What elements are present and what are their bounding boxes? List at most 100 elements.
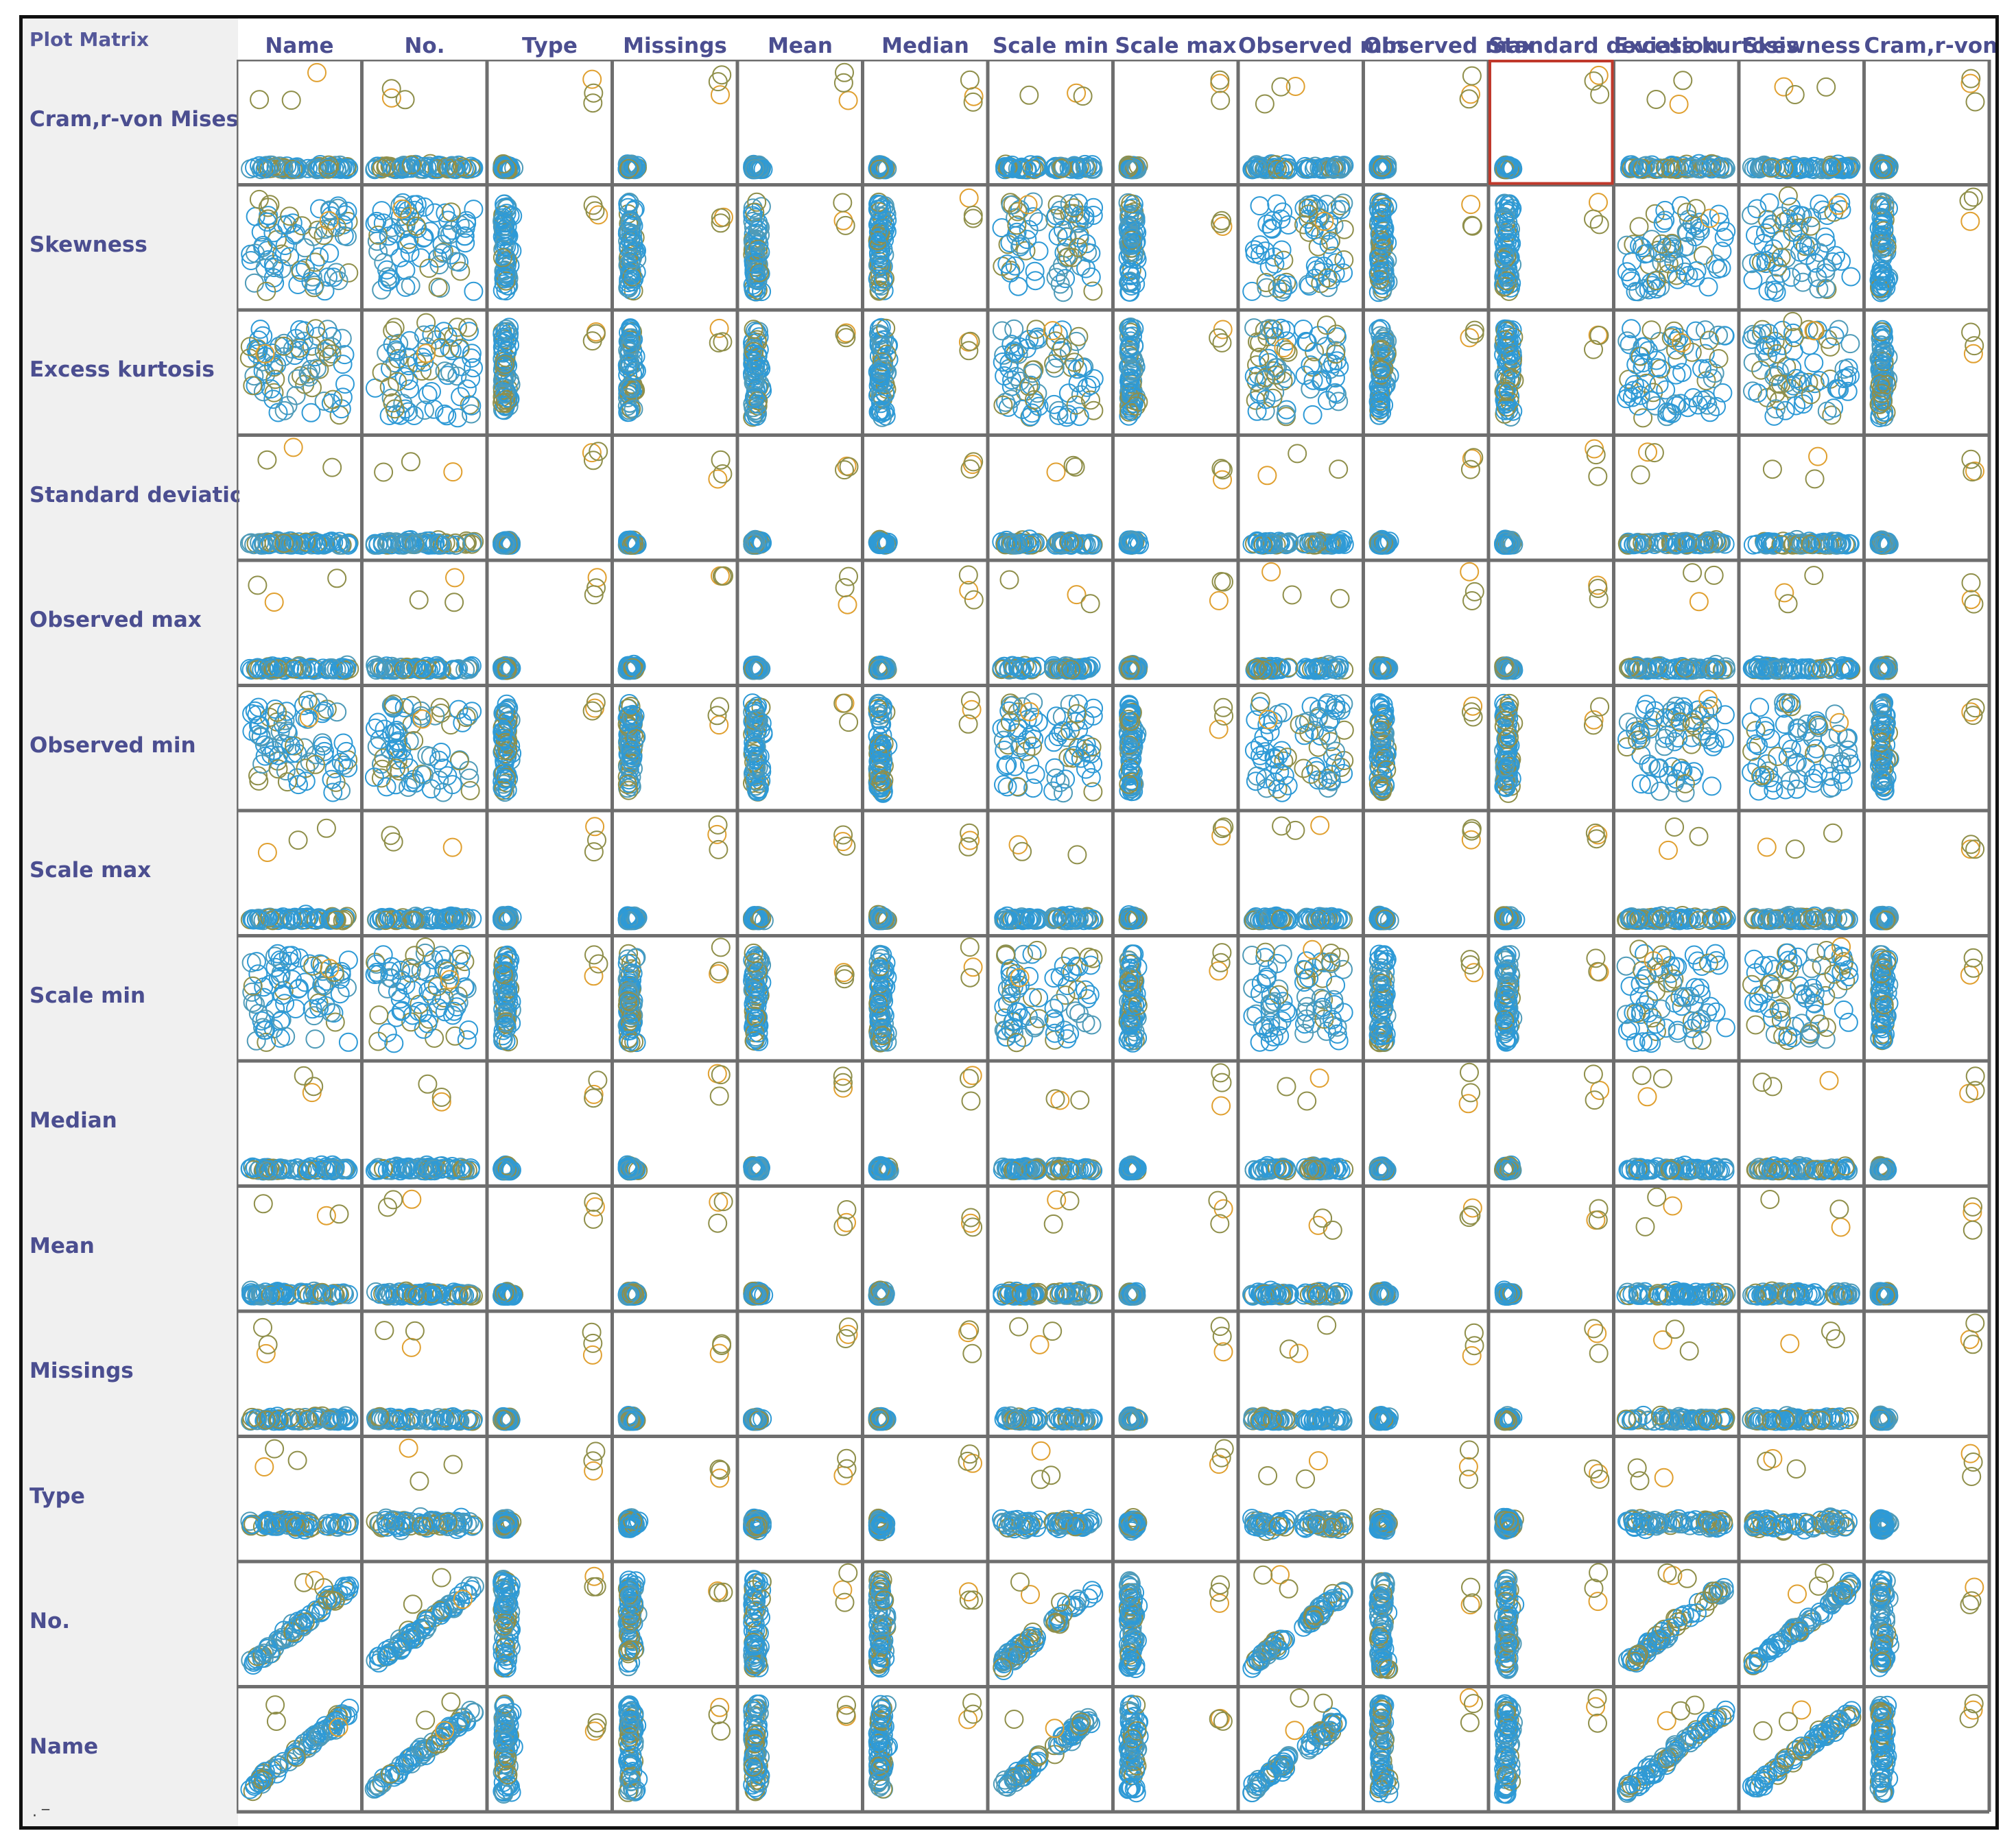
data-point [1268, 159, 1287, 179]
data-point [245, 158, 264, 178]
column-header[interactable]: Name [265, 34, 334, 58]
data-point [381, 88, 401, 108]
data-point [414, 156, 434, 176]
data-point [1673, 71, 1693, 91]
row-header[interactable]: Scale max [29, 858, 152, 883]
data-point [457, 379, 477, 399]
row-header[interactable]: Skewness [29, 232, 147, 257]
data-point [1805, 469, 1825, 489]
data-point [368, 156, 388, 176]
data-point [868, 158, 888, 178]
column-header[interactable]: Median [881, 34, 969, 58]
data-point [1959, 191, 1979, 211]
row-header[interactable]: Observed max [29, 608, 202, 633]
data-point [436, 157, 456, 177]
data-point [1816, 77, 1836, 97]
data-point [1069, 326, 1089, 346]
data-point [1001, 158, 1021, 178]
data-point [714, 566, 733, 586]
data-point [264, 593, 284, 612]
data-point [1210, 70, 1230, 90]
row-header[interactable]: Mean [29, 1233, 95, 1258]
data-point [497, 159, 517, 179]
data-point [1255, 94, 1274, 114]
row-header[interactable]: Scale min [29, 983, 146, 1008]
data-point [327, 569, 347, 588]
data-point [444, 159, 464, 179]
data-point [274, 400, 294, 420]
data-point [1080, 594, 1100, 614]
data-point [1064, 156, 1084, 176]
data-point [257, 450, 277, 470]
row-header[interactable]: Name [29, 1734, 99, 1759]
data-point [1209, 590, 1229, 610]
data-point [1257, 466, 1277, 486]
column-header[interactable]: Skewness [1742, 34, 1861, 58]
data-point [1639, 255, 1659, 274]
scatter-matrix-grid[interactable] [237, 60, 1999, 1830]
column-header[interactable]: Type [522, 34, 578, 58]
data-point [409, 590, 429, 610]
row-header[interactable]: No. [29, 1609, 71, 1634]
data-point [1589, 588, 1609, 608]
data-point [416, 313, 436, 333]
column-header[interactable]: Excess kurtosis [1613, 34, 1799, 58]
column-header[interactable]: Standard deviation [1489, 34, 1719, 58]
data-point [381, 79, 401, 99]
data-point [1002, 158, 1022, 178]
data-point [589, 205, 608, 225]
column-header[interactable]: Observed min [1238, 34, 1405, 58]
data-point [1703, 369, 1722, 389]
data-point [274, 160, 294, 180]
data-point [1303, 405, 1323, 424]
data-point [1585, 439, 1604, 459]
column-header[interactable]: Scale min [992, 34, 1109, 58]
data-point [621, 156, 641, 176]
data-point [833, 73, 853, 93]
data-point [1326, 156, 1346, 175]
data-point [377, 156, 396, 176]
data-point [1808, 446, 1828, 466]
column-header[interactable]: Observed max [1363, 34, 1536, 58]
data-point [445, 568, 464, 588]
data-point [1272, 240, 1292, 260]
column-header[interactable]: Missings [623, 34, 727, 58]
data-point [425, 203, 444, 223]
row-header[interactable]: Excess kurtosis [29, 357, 215, 383]
data-point [283, 160, 303, 179]
data-point [429, 255, 449, 275]
data-point [444, 593, 464, 612]
data-point [392, 156, 412, 176]
data-point [1698, 277, 1718, 297]
data-point [1825, 326, 1845, 346]
data-point [1297, 332, 1317, 352]
data-point [583, 93, 603, 113]
data-point [1061, 159, 1081, 179]
data-point [1277, 154, 1296, 174]
data-point [265, 370, 285, 390]
row-header[interactable]: Standard deviation [29, 482, 239, 507]
row-header[interactable]: Cram,r-von Mises [29, 107, 239, 132]
row-header[interactable]: Missings [29, 1359, 134, 1384]
data-point [1584, 209, 1603, 229]
data-point [1589, 65, 1609, 85]
row-header[interactable]: Type [29, 1483, 85, 1509]
data-point [307, 62, 327, 82]
row-header[interactable]: Median [29, 1108, 117, 1134]
data-point [584, 83, 604, 103]
column-header[interactable]: No. [404, 34, 445, 58]
data-point [711, 85, 730, 105]
data-point [1334, 156, 1354, 176]
column-header[interactable]: Cram,r-von Mises [1864, 34, 1998, 58]
data-point [1588, 466, 1608, 486]
column-header[interactable]: Scale max [1115, 34, 1237, 58]
data-point [422, 324, 442, 344]
row-header-panel [23, 19, 238, 1826]
column-header[interactable]: Mean [768, 34, 833, 58]
data-point [1961, 322, 1981, 342]
data-point [1067, 585, 1087, 605]
data-point [744, 158, 763, 178]
row-header[interactable]: Observed min [29, 732, 196, 758]
data-point [1246, 155, 1266, 175]
data-point [335, 374, 355, 394]
